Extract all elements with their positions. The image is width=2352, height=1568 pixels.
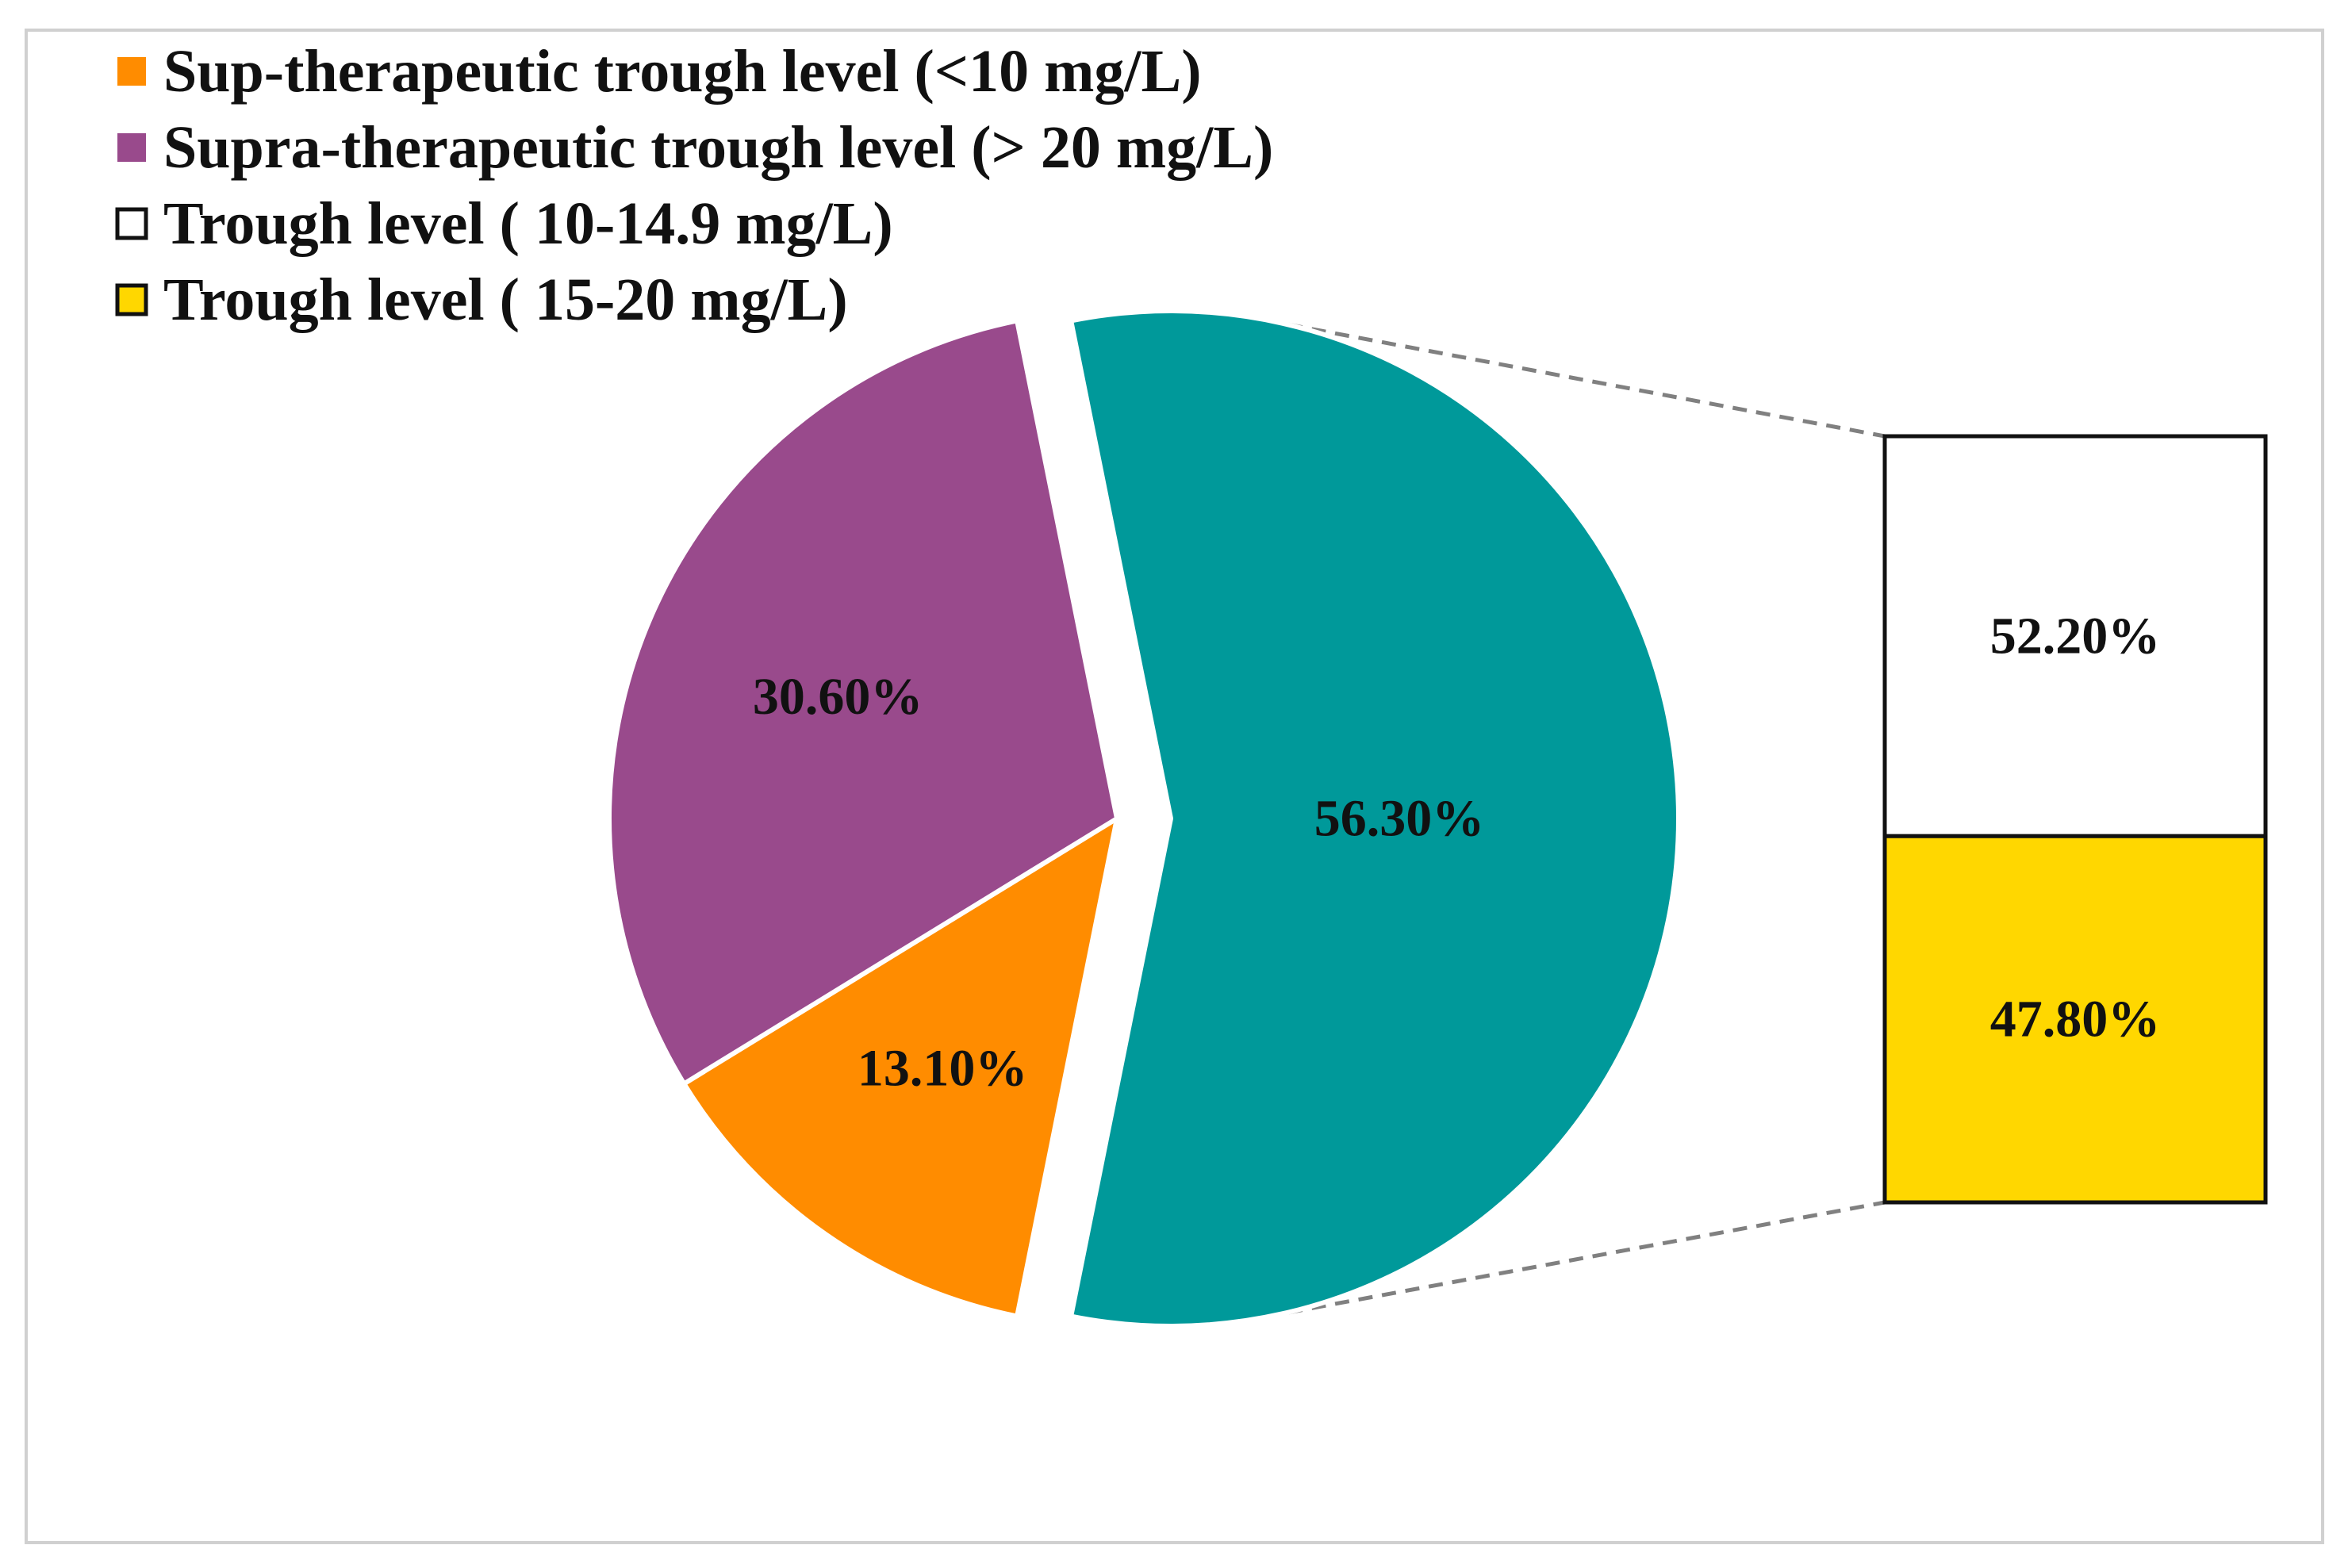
legend-swatch	[117, 133, 146, 162]
pie-slice-supra-therapeutic-trough-level-20-mg-l	[607, 318, 1119, 1087]
bar-segment-trough-level-15-20-mg-l	[1882, 834, 2268, 1205]
legend-swatch	[115, 283, 148, 316]
pie-slice-label: 30.60%	[753, 668, 923, 726]
stacked-bar: 52.20% 47.80%	[1882, 434, 2268, 1205]
pie-slice-label: 13.10%	[858, 1039, 1028, 1097]
legend-swatch	[115, 207, 148, 240]
bar-segment-label: 52.20%	[1990, 608, 2161, 665]
legend-label: Trough level ( 15-20 mg/L)	[163, 266, 848, 333]
connector-lines	[1241, 313, 1886, 1324]
legend: Sup-therapeutic trough level (<10 mg/L) S…	[115, 38, 1273, 333]
bar-segment-trough-level-10-14-9-mg-l	[1882, 434, 2268, 838]
legend-swatch	[117, 57, 146, 86]
legend-label: Sup-therapeutic trough level (<10 mg/L)	[163, 38, 1202, 105]
pie-slice-sup-therapeutic-trough-level-10-mg-l	[681, 816, 1119, 1319]
legend-item-supra-therapeutic-trough-level-20-mg-l: Supra-therapeutic trough level (> 20 mg/…	[117, 114, 1273, 181]
pie-slice-label: 56.30%	[1314, 790, 1485, 848]
pie: 13.10% 30.60% 56.30%	[607, 309, 1681, 1329]
legend-item-trough-level-10-14-9-mg-l: Trough level ( 10-14.9 mg/L)	[115, 190, 893, 257]
connector-line-bottom	[1241, 1200, 1886, 1324]
legend-item-trough-level-15-20-mg-l: Trough level ( 15-20 mg/L)	[115, 266, 848, 333]
connector-line-top	[1241, 313, 1886, 439]
legend-label: Supra-therapeutic trough level (> 20 mg/…	[163, 114, 1273, 181]
legend-label: Trough level ( 10-14.9 mg/L)	[163, 190, 893, 257]
pie-slice-therapeutic-trough-level-10-20-mg-l	[1069, 309, 1681, 1329]
legend-item-sup-therapeutic-trough-level-10-mg-l: Sup-therapeutic trough level (<10 mg/L)	[117, 38, 1202, 105]
bar-segment-label: 47.80%	[1990, 991, 2161, 1049]
